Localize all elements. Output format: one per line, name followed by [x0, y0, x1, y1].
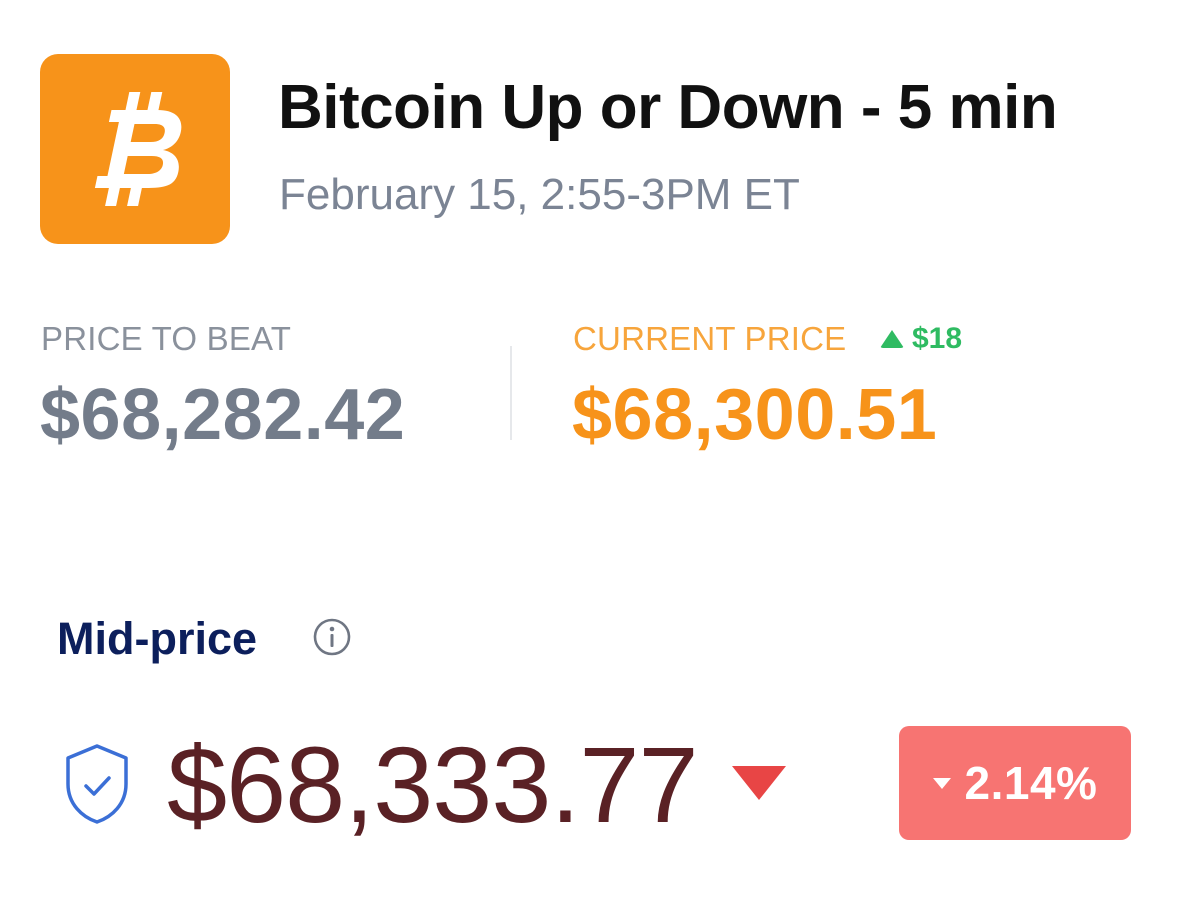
change-percent-value: 2.14% [964, 757, 1098, 809]
info-icon[interactable] [312, 617, 352, 657]
mid-price-label: Mid-price [57, 613, 258, 664]
shield-check-icon [66, 744, 128, 824]
price-to-beat-label: PRICE TO BEAT [41, 320, 292, 357]
caret-down-icon [932, 777, 951, 789]
triangle-down-icon [732, 766, 786, 800]
market-subtitle: February 15, 2:55-3PM ET [279, 170, 800, 219]
change-percent-badge: 2.14% [899, 726, 1131, 840]
current-price-value: $68,300.51 [572, 375, 938, 455]
mid-price-value: $68,333.77 [167, 724, 699, 845]
bitcoin-logo [40, 54, 230, 244]
current-price-delta-value: $18 [912, 322, 963, 355]
price-divider [510, 346, 512, 440]
price-to-beat-value: $68,282.42 [40, 375, 406, 455]
current-price-delta: $18 [880, 322, 962, 356]
current-price-label: CURRENT PRICE [573, 320, 847, 357]
market-title: Bitcoin Up or Down - 5 min [278, 73, 1058, 142]
triangle-up-icon [880, 330, 904, 348]
bitcoin-icon [94, 92, 182, 206]
